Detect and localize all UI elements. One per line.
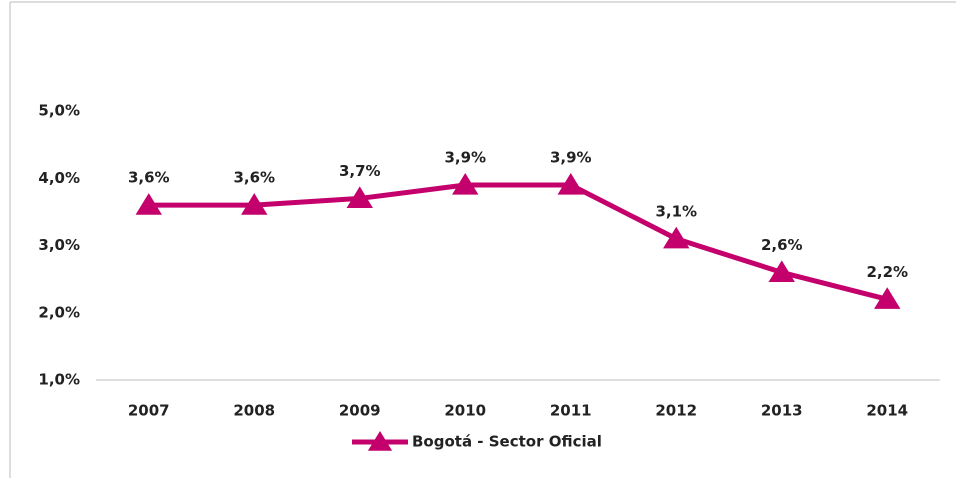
data-label: 3,6% [233,169,275,187]
x-tick-label: 2009 [339,402,381,420]
marker [768,260,795,282]
legend-marker [367,431,393,451]
marker [663,226,690,249]
x-tick-label: 2008 [233,402,275,420]
x-tick-label: 2012 [655,402,697,420]
x-tick-label: 2014 [866,402,908,420]
marker [135,193,162,215]
marker [557,172,584,195]
y-tick-label: 4,0% [38,169,80,187]
marker [346,186,373,209]
y-tick-label: 3,0% [38,236,80,254]
x-tick-label: 2007 [128,402,170,420]
data-label: 2,2% [866,263,908,281]
x-tick-label: 2010 [444,402,486,420]
y-tick-label: 5,0% [38,102,80,120]
marker [452,172,479,195]
data-label: 3,1% [655,202,697,220]
y-tick-label: 2,0% [38,303,80,321]
marker [241,193,268,215]
data-label: 3,7% [339,162,381,180]
y-tick-label: 1,0% [38,371,80,389]
x-tick-label: 2013 [761,402,803,420]
data-label: 3,9% [444,148,486,166]
data-label: 2,6% [761,236,803,254]
line [148,182,888,302]
data-label: 3,9% [550,148,592,166]
data-label: 3,6% [128,169,170,187]
marker [874,287,901,309]
x-tick-label: 2011 [550,402,592,420]
legend-label: Bogotá - Sector Oficial [412,433,602,451]
